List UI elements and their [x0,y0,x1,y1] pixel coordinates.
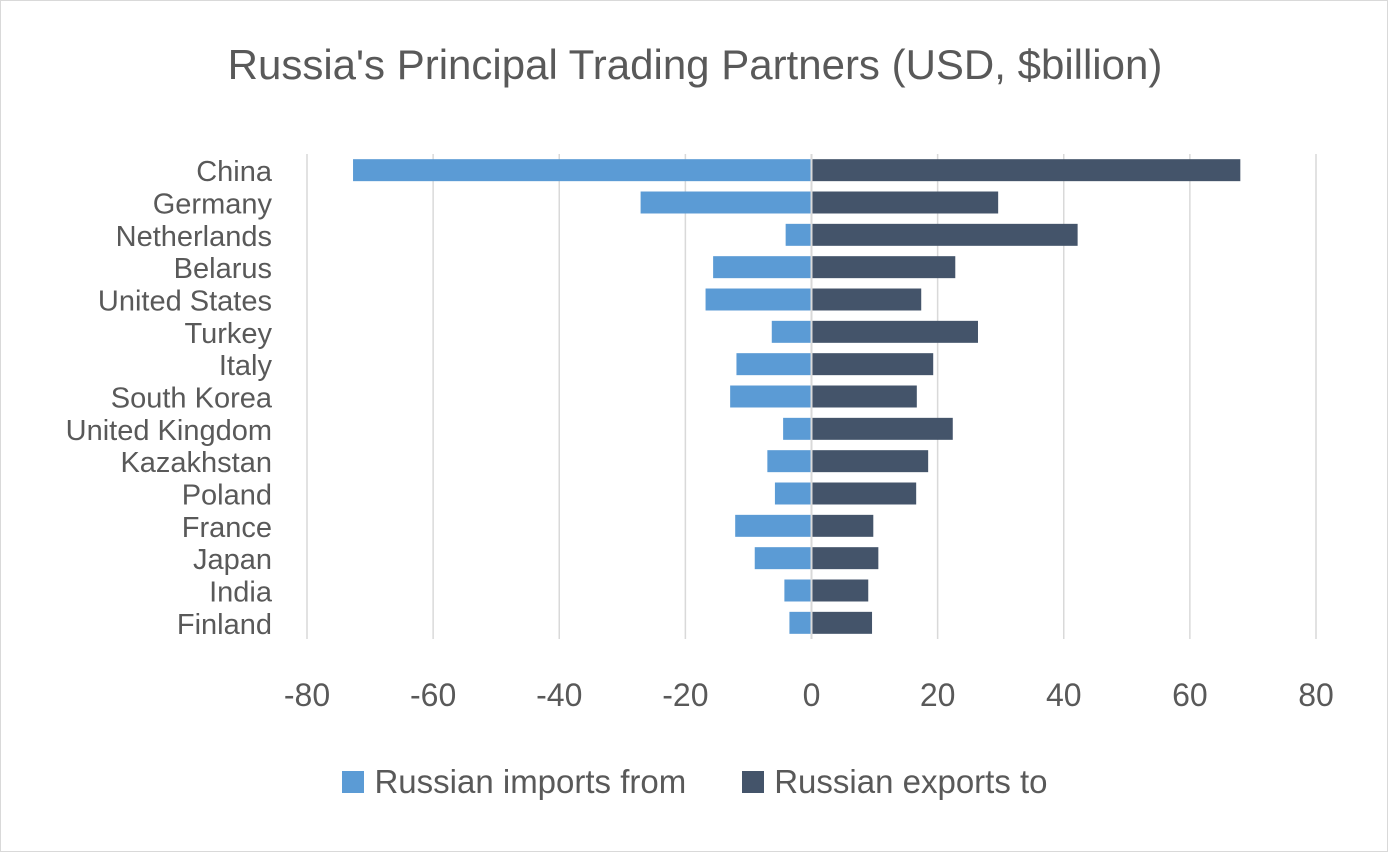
import-bar-india [784,579,812,602]
category-label: Poland [182,480,272,512]
export-bar-kazakhstan [811,450,929,473]
import-bar-poland [774,482,812,505]
import-bar-turkey [771,320,812,343]
legend: Russian imports from Russian exports to [1,763,1388,801]
legend-swatch-exports [742,771,765,793]
export-bar-turkey [811,320,978,343]
legend-label-exports: Russian exports to [774,763,1048,800]
category-label: France [182,512,272,544]
gridlines [306,154,1317,639]
export-bar-japan [811,547,879,570]
export-bar-italy [811,353,934,376]
category-label: Germany [153,189,273,221]
category-label: United Kingdom [66,415,272,447]
x-tick-labels: -80 -60 -40 -20 0 20 40 60 80 [284,677,1334,713]
bars [353,159,1241,634]
export-bar-netherlands [811,223,1078,246]
category-label: India [209,577,273,609]
import-bar-france [735,514,812,537]
x-tick-label: -40 [536,677,582,713]
category-label: China [196,156,273,188]
category-label: South Korea [111,383,273,415]
export-bar-germany [811,191,999,214]
import-bar-kazakhstan [767,450,812,473]
export-bar-china [811,159,1241,182]
import-bar-united-states [705,288,812,311]
category-label: Turkey [184,318,272,350]
export-bar-poland [811,482,917,505]
category-label: Italy [219,350,273,382]
export-bar-united-states [811,288,922,311]
export-bar-south-korea [811,385,917,408]
export-bar-india [811,579,869,602]
import-bar-italy [736,353,812,376]
import-bar-japan [754,547,812,570]
import-bar-finland [789,611,812,634]
legend-item-exports: Russian exports to [742,763,1048,801]
import-bar-united-kingdom [783,417,812,440]
category-label: Netherlands [116,221,272,253]
export-bar-france [811,514,874,537]
export-bar-united-kingdom [811,417,953,440]
import-bar-belarus [713,256,812,279]
x-tick-label: -80 [284,677,330,713]
legend-item-imports: Russian imports from [342,763,686,801]
x-tick-label: 20 [920,677,956,713]
import-bar-china [353,159,812,182]
import-bar-germany [640,191,812,214]
legend-swatch-imports [342,771,365,793]
category-label: Kazakhstan [120,447,272,479]
x-tick-label: 60 [1172,677,1208,713]
category-label: Finland [177,609,272,641]
x-tick-label: 80 [1298,677,1334,713]
x-tick-label: -60 [410,677,456,713]
category-label: Japan [193,544,272,576]
import-bar-netherlands [785,223,812,246]
x-tick-label: 40 [1046,677,1082,713]
x-tick-label: -20 [662,677,708,713]
export-bar-belarus [811,256,956,279]
x-tick-label: 0 [803,677,821,713]
chart-title: Russia's Principal Trading Partners (USD… [227,41,1163,88]
export-bar-finland [811,611,873,634]
category-label: United States [98,286,272,318]
legend-label-imports: Russian imports from [374,763,687,800]
import-bar-south-korea [730,385,812,408]
category-label: Belarus [174,253,272,285]
